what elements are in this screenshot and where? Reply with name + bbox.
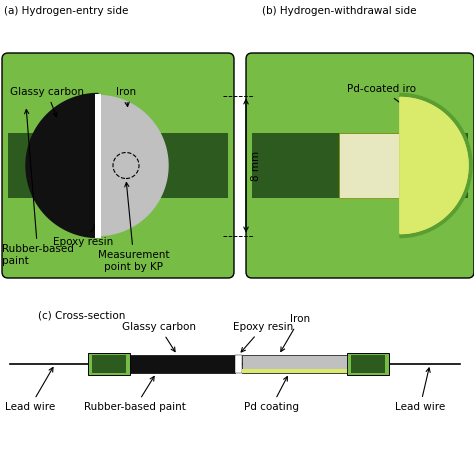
Text: Pd coating: Pd coating [244, 376, 299, 412]
Bar [351, 355, 385, 373]
Text: Glassy carbon: Glassy carbon [10, 87, 84, 117]
Bar [130, 355, 235, 373]
Text: Iron: Iron [116, 87, 136, 107]
Text: (a) Hydrogen-entry side: (a) Hydrogen-entry side [4, 6, 128, 16]
Bar [347, 353, 389, 375]
Text: (c) Cross-section: (c) Cross-section [38, 311, 126, 321]
Bar [235, 355, 242, 373]
Text: 8 mm: 8 mm [251, 150, 261, 181]
Text: Lead wire: Lead wire [395, 368, 445, 412]
FancyBboxPatch shape [246, 53, 474, 278]
Text: Glassy carbon: Glassy carbon [122, 322, 196, 352]
Polygon shape [98, 95, 168, 236]
Text: Pd-coated iro: Pd-coated iro [347, 84, 417, 115]
Text: Epoxy resin: Epoxy resin [233, 322, 293, 352]
Bar [339, 133, 399, 198]
Polygon shape [400, 98, 468, 234]
Text: Rubber-based paint: Rubber-based paint [84, 376, 186, 412]
Text: Rubber-based
paint: Rubber-based paint [2, 109, 74, 265]
Text: Measurement
point by KP: Measurement point by KP [98, 182, 170, 272]
Text: (b) Hydrogen-withdrawal side: (b) Hydrogen-withdrawal side [262, 6, 417, 16]
Polygon shape [400, 98, 468, 234]
Bar [88, 353, 130, 375]
Polygon shape [400, 93, 472, 237]
Text: Iron: Iron [281, 314, 310, 352]
FancyBboxPatch shape [2, 53, 234, 278]
Bar [242, 355, 347, 373]
Bar [8, 133, 228, 198]
Text: Lead wire: Lead wire [5, 367, 55, 412]
Bar [92, 355, 126, 373]
Polygon shape [26, 93, 98, 237]
Bar [242, 369, 347, 373]
Bar [95, 93, 101, 237]
Text: Epoxy resin: Epoxy resin [53, 224, 113, 247]
Bar [252, 133, 468, 198]
